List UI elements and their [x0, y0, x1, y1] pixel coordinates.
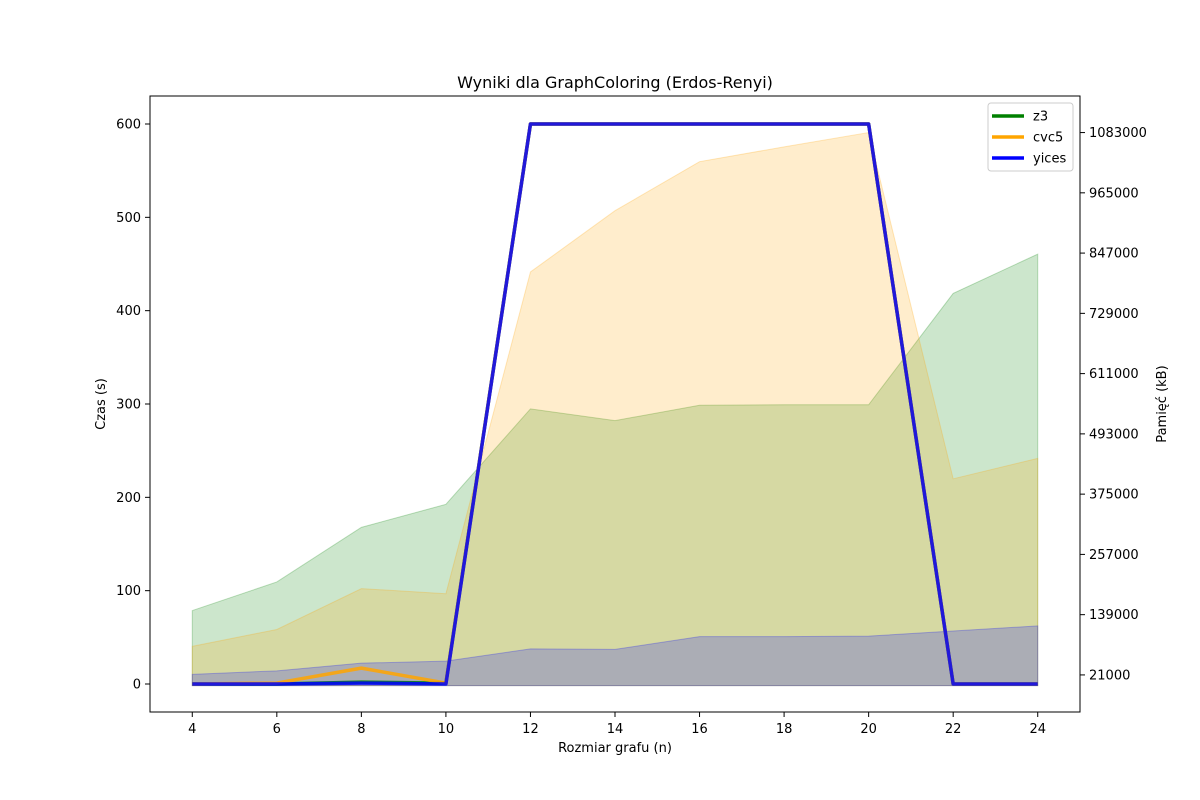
y-axis-left: 0 100 200 300 400 500 600: [116, 118, 150, 693]
y-tick-label: 300: [116, 398, 141, 413]
x-tick-label: 20: [860, 722, 877, 737]
legend-items: z3 cvc5 yices: [992, 110, 1066, 167]
time-line-yices: [192, 122, 1038, 686]
time-lines: [192, 122, 1038, 686]
memory-area-z3: [191, 253, 1039, 687]
x-tick-label: 8: [357, 722, 365, 737]
y2-tick-label: 139000: [1089, 608, 1139, 623]
legend-label-cvc5: cvc5: [1033, 131, 1063, 146]
x-tick-label: 24: [1029, 722, 1046, 737]
y-axis-label: Czas (s): [94, 378, 109, 430]
chart-title: Wyniki dla GraphColoring (Erdos-Renyi): [457, 73, 773, 92]
legend-label-z3: z3: [1033, 110, 1048, 125]
y-axis-right: 21000 139000 257000 375000 493000 611000 72900…: [1080, 126, 1147, 683]
x-tick-label: 14: [607, 722, 624, 737]
legend-label-yices: yices: [1033, 152, 1066, 167]
y2-tick-label: 493000: [1089, 427, 1139, 442]
y2-axis-label: Pamięć (kB): [1155, 365, 1170, 442]
memory-areas: [191, 131, 1039, 687]
x-tick-label: 12: [522, 722, 539, 737]
y-tick-label: 0: [133, 678, 141, 693]
x-axis-label: Rozmiar grafu (n): [558, 741, 672, 756]
y2-tick-label: 1083000: [1089, 126, 1147, 141]
x-tick-label: 10: [438, 722, 455, 737]
x-tick-label: 4: [188, 722, 196, 737]
legend-box: [987, 102, 1074, 172]
memory-area-yices: [191, 625, 1039, 687]
y2-tick-label: 729000: [1089, 307, 1139, 322]
legend: z3 cvc5 yices: [987, 102, 1074, 172]
y2-tick-label: 847000: [1089, 247, 1139, 262]
y2-tick-label: 375000: [1089, 488, 1139, 503]
y2-tick-label: 611000: [1089, 367, 1139, 382]
y-tick-label: 600: [116, 118, 141, 133]
x-axis: 4 6 8 10 12 14 16 18 20 22 24: [188, 712, 1046, 737]
y-tick-label: 400: [116, 304, 141, 319]
memory-area-cvc5: [191, 131, 1039, 687]
x-tick-label: 22: [945, 722, 962, 737]
y2-tick-label: 21000: [1089, 668, 1130, 683]
y2-tick-label: 965000: [1089, 186, 1139, 201]
y2-tick-label: 257000: [1089, 548, 1139, 563]
x-tick-label: 18: [776, 722, 793, 737]
y-tick-label: 500: [116, 211, 141, 226]
y-tick-label: 200: [116, 491, 141, 506]
x-tick-label: 16: [691, 722, 708, 737]
x-tick-label: 6: [273, 722, 281, 737]
y-tick-label: 100: [116, 584, 141, 599]
